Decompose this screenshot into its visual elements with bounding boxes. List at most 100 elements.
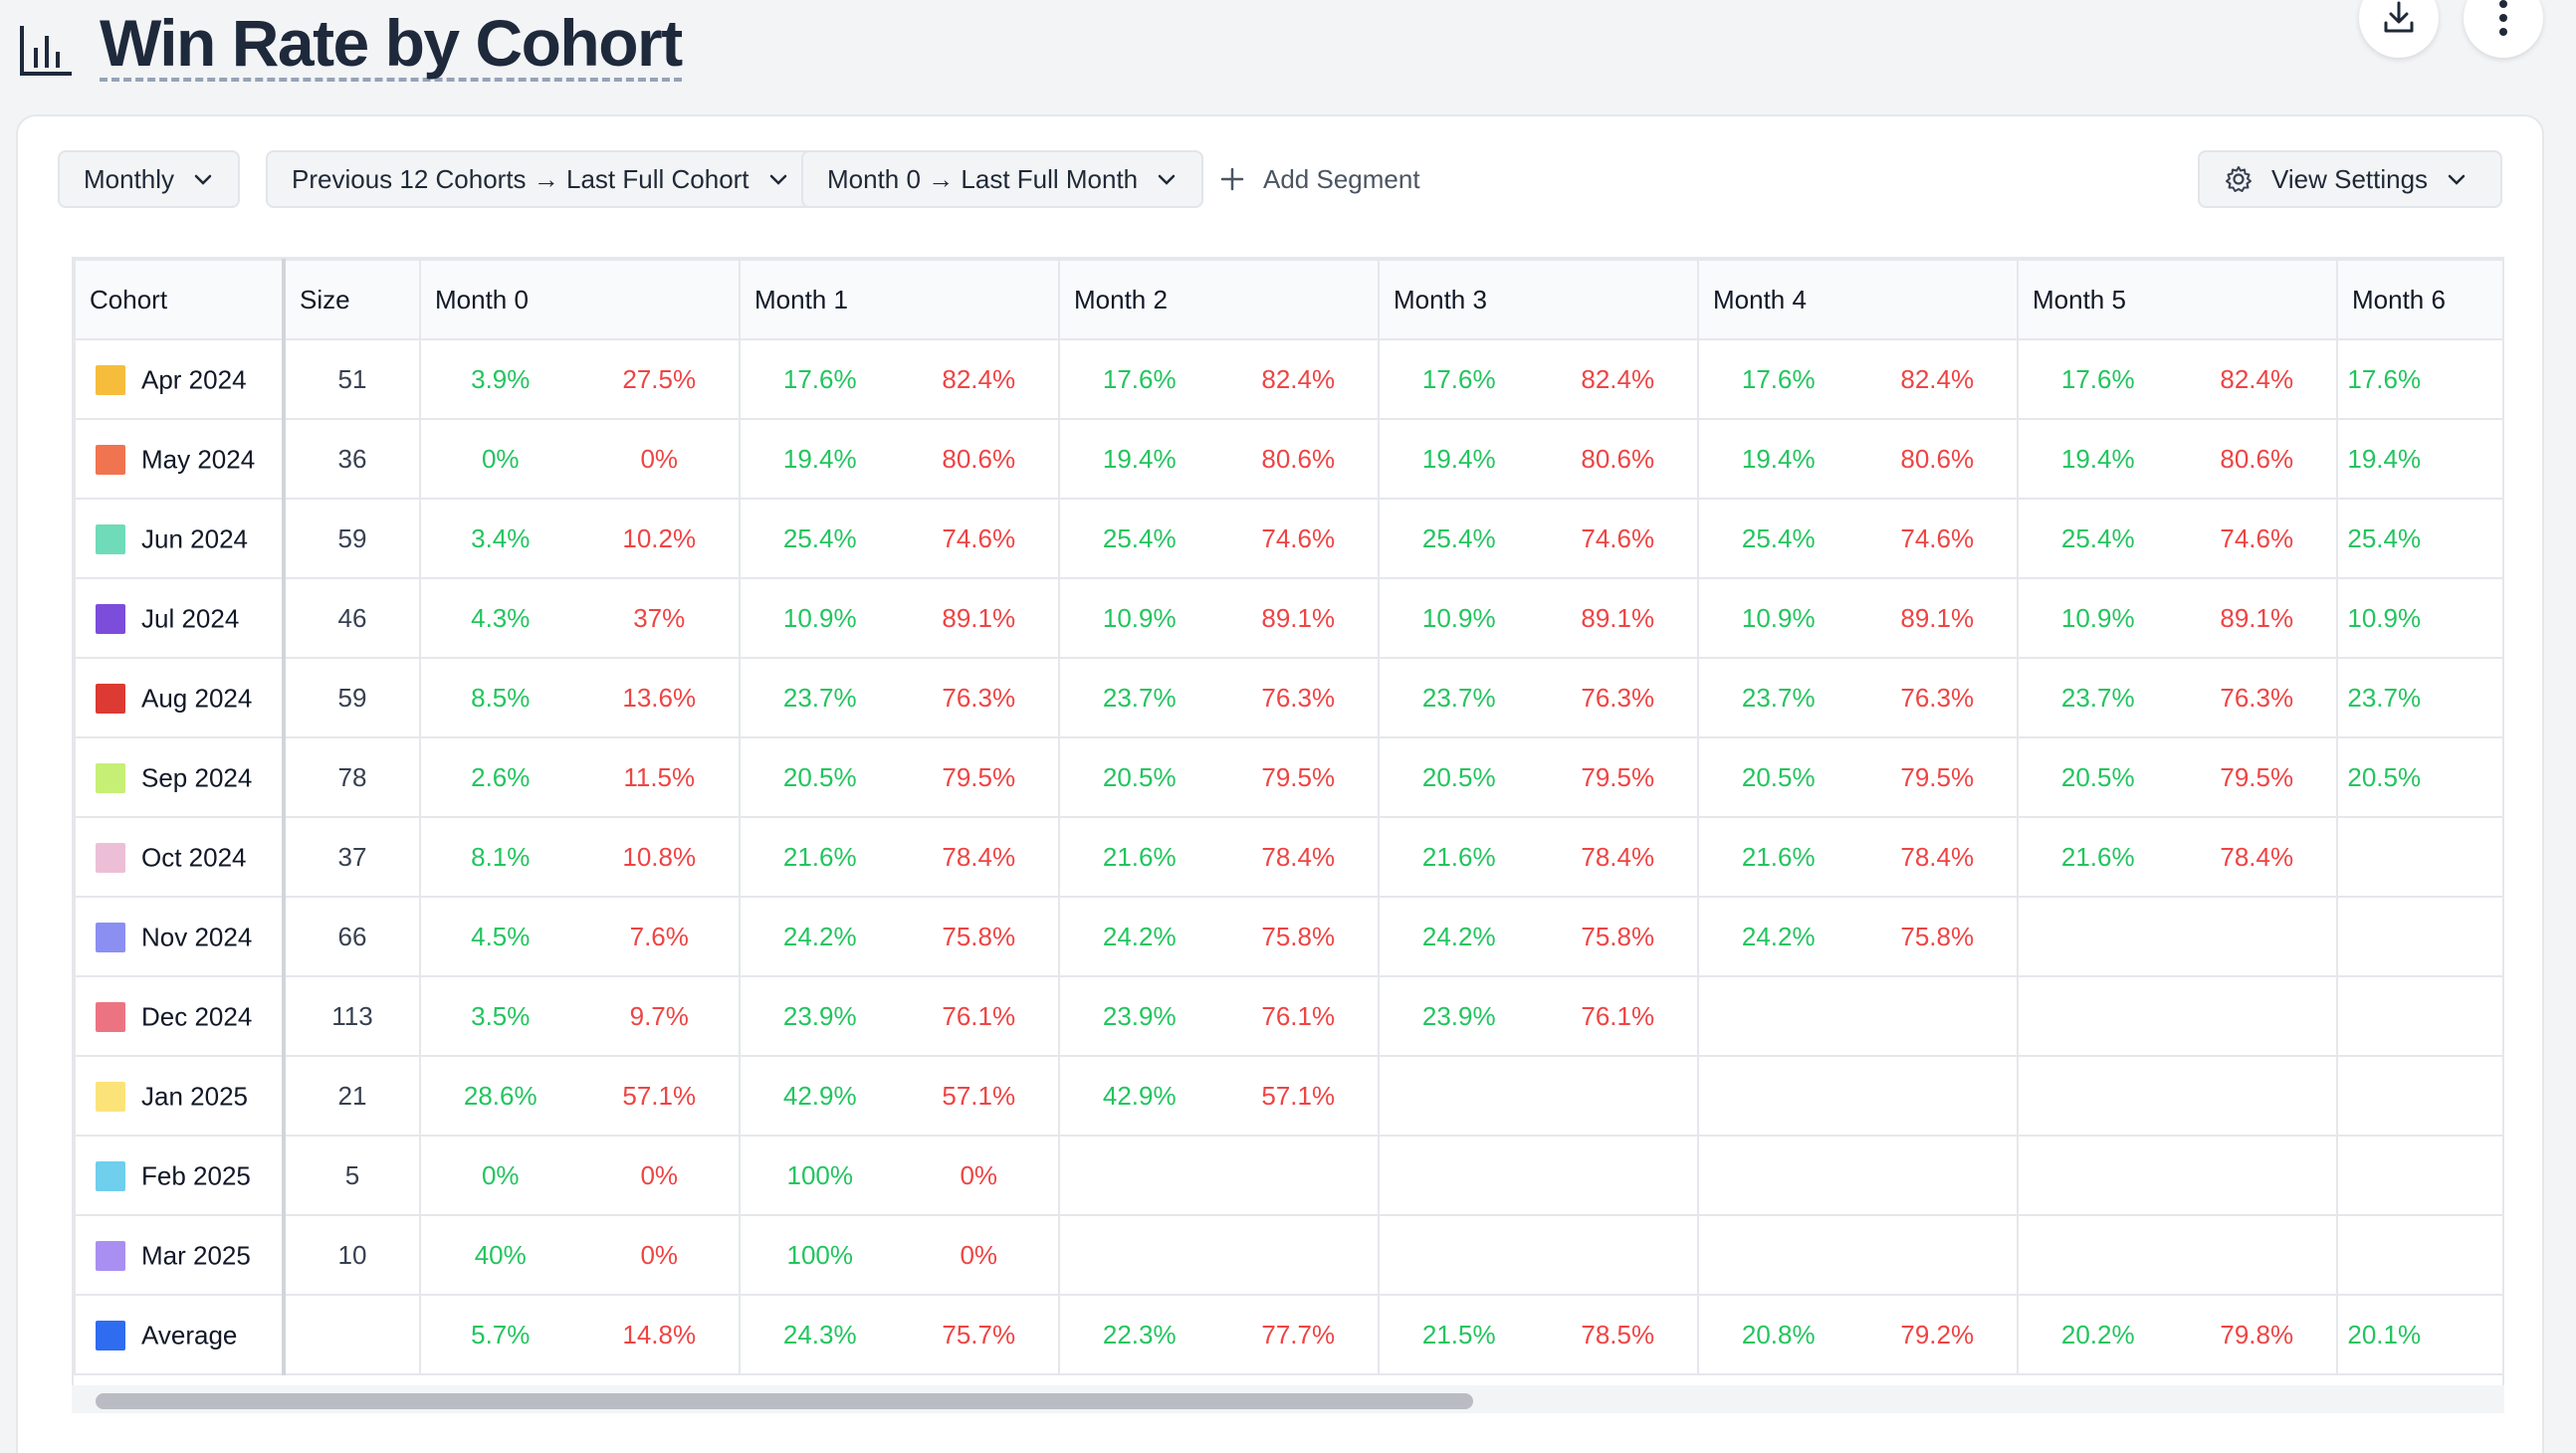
month-5-cell[interactable]: 19.4% 80.6% xyxy=(2017,418,2338,500)
month-5-cell[interactable] xyxy=(2017,1214,2338,1296)
month-4-cell[interactable]: 23.7% 76.3% xyxy=(1697,657,2019,738)
month-2-cell[interactable]: 22.3% 77.7% xyxy=(1058,1294,1380,1375)
month-4-cell[interactable]: 20.8% 79.2% xyxy=(1697,1294,2019,1375)
month-6-cell[interactable]: 23.7% xyxy=(2336,657,2502,738)
month-6-cell[interactable]: 10.9% xyxy=(2336,577,2502,659)
cohort-range-dropdown[interactable]: Previous 12 Cohorts → Last Full Cohort xyxy=(266,150,815,208)
month-3-cell[interactable]: 20.5% 79.5% xyxy=(1378,736,1699,818)
more-options-button[interactable] xyxy=(2464,0,2543,58)
month-0-cell[interactable]: 8.1% 10.8% xyxy=(419,816,741,898)
month-6-cell[interactable]: 20.1% xyxy=(2336,1294,2502,1375)
month-4-cell[interactable]: 10.9% 89.1% xyxy=(1697,577,2019,659)
month-4-cell[interactable]: 20.5% 79.5% xyxy=(1697,736,2019,818)
page-title[interactable]: Win Rate by Cohort xyxy=(100,6,683,82)
month-1-cell[interactable]: 23.7% 76.3% xyxy=(739,657,1060,738)
month-2-cell[interactable]: 20.5% 79.5% xyxy=(1058,736,1380,818)
month-6-cell[interactable]: 17.6% xyxy=(2336,338,2502,420)
month-5-cell[interactable] xyxy=(2017,896,2338,977)
month-0-cell[interactable]: 4.3% 37% xyxy=(419,577,741,659)
month-range-dropdown[interactable]: Month 0 → Last Full Month xyxy=(801,150,1204,208)
month-6-cell[interactable] xyxy=(2336,1135,2502,1216)
cohort-table-container[interactable]: Cohort Size Month 0 Month 1 Month 2 Mont… xyxy=(72,257,2504,1413)
month-2-cell[interactable] xyxy=(1058,1135,1380,1216)
month-1-cell[interactable]: 17.6% 82.4% xyxy=(739,338,1060,420)
month-0-cell[interactable]: 28.6% 57.1% xyxy=(419,1055,741,1137)
month-5-cell[interactable]: 23.7% 76.3% xyxy=(2017,657,2338,738)
month-1-cell[interactable]: 20.5% 79.5% xyxy=(739,736,1060,818)
month-2-cell[interactable]: 23.7% 76.3% xyxy=(1058,657,1380,738)
month-6-cell[interactable]: 19.4% xyxy=(2336,418,2502,500)
month-1-cell[interactable]: 19.4% 80.6% xyxy=(739,418,1060,500)
header-cohort[interactable]: Cohort xyxy=(74,259,285,340)
period-dropdown[interactable]: Monthly xyxy=(58,150,241,208)
month-5-cell[interactable]: 21.6% 78.4% xyxy=(2017,816,2338,898)
month-2-cell[interactable]: 24.2% 75.8% xyxy=(1058,896,1380,977)
month-1-cell[interactable]: 100% 0% xyxy=(739,1135,1060,1216)
view-settings-button[interactable]: View Settings xyxy=(2198,150,2502,208)
month-5-cell[interactable] xyxy=(2017,1055,2338,1137)
add-segment-button[interactable]: Add Segment xyxy=(1219,150,1420,208)
month-1-cell[interactable]: 24.3% 75.7% xyxy=(739,1294,1060,1375)
month-4-cell[interactable] xyxy=(1697,1135,2019,1216)
month-2-cell[interactable]: 25.4% 74.6% xyxy=(1058,498,1380,579)
month-2-cell[interactable]: 21.6% 78.4% xyxy=(1058,816,1380,898)
month-1-cell[interactable]: 21.6% 78.4% xyxy=(739,816,1060,898)
month-2-cell[interactable]: 23.9% 76.1% xyxy=(1058,975,1380,1057)
month-0-cell[interactable]: 3.5% 9.7% xyxy=(419,975,741,1057)
month-3-cell[interactable]: 21.5% 78.5% xyxy=(1378,1294,1699,1375)
month-0-cell[interactable]: 3.4% 10.2% xyxy=(419,498,741,579)
scrollbar-thumb[interactable] xyxy=(96,1393,1473,1409)
month-5-cell[interactable]: 10.9% 89.1% xyxy=(2017,577,2338,659)
month-6-cell[interactable] xyxy=(2336,1214,2502,1296)
month-4-cell[interactable]: 19.4% 80.6% xyxy=(1697,418,2019,500)
month-1-cell[interactable]: 42.9% 57.1% xyxy=(739,1055,1060,1137)
month-0-cell[interactable]: 0% 0% xyxy=(419,418,741,500)
month-4-cell[interactable] xyxy=(1697,975,2019,1057)
month-5-cell[interactable] xyxy=(2017,975,2338,1057)
month-0-cell[interactable]: 5.7% 14.8% xyxy=(419,1294,741,1375)
month-2-cell[interactable]: 42.9% 57.1% xyxy=(1058,1055,1380,1137)
month-4-cell[interactable] xyxy=(1697,1214,2019,1296)
month-4-cell[interactable]: 25.4% 74.6% xyxy=(1697,498,2019,579)
month-5-cell[interactable]: 20.5% 79.5% xyxy=(2017,736,2338,818)
month-3-cell[interactable] xyxy=(1378,1135,1699,1216)
month-1-cell[interactable]: 10.9% 89.1% xyxy=(739,577,1060,659)
header-month-6[interactable]: Month 6 xyxy=(2336,259,2502,340)
horizontal-scrollbar[interactable] xyxy=(72,1385,2504,1413)
month-5-cell[interactable] xyxy=(2017,1135,2338,1216)
month-2-cell[interactable] xyxy=(1058,1214,1380,1296)
month-2-cell[interactable]: 19.4% 80.6% xyxy=(1058,418,1380,500)
month-3-cell[interactable]: 19.4% 80.6% xyxy=(1378,418,1699,500)
month-4-cell[interactable]: 21.6% 78.4% xyxy=(1697,816,2019,898)
month-6-cell[interactable]: 25.4% xyxy=(2336,498,2502,579)
header-size[interactable]: Size xyxy=(282,259,421,340)
month-3-cell[interactable]: 23.9% 76.1% xyxy=(1378,975,1699,1057)
month-6-cell[interactable]: 20.5% xyxy=(2336,736,2502,818)
month-0-cell[interactable]: 3.9% 27.5% xyxy=(419,338,741,420)
header-month-4[interactable]: Month 4 xyxy=(1697,259,2019,340)
month-3-cell[interactable] xyxy=(1378,1214,1699,1296)
month-4-cell[interactable] xyxy=(1697,1055,2019,1137)
month-3-cell[interactable]: 25.4% 74.6% xyxy=(1378,498,1699,579)
month-4-cell[interactable]: 24.2% 75.8% xyxy=(1697,896,2019,977)
month-5-cell[interactable]: 17.6% 82.4% xyxy=(2017,338,2338,420)
month-3-cell[interactable]: 21.6% 78.4% xyxy=(1378,816,1699,898)
month-3-cell[interactable] xyxy=(1378,1055,1699,1137)
month-3-cell[interactable]: 10.9% 89.1% xyxy=(1378,577,1699,659)
header-month-1[interactable]: Month 1 xyxy=(739,259,1060,340)
header-month-3[interactable]: Month 3 xyxy=(1378,259,1699,340)
month-1-cell[interactable]: 100% 0% xyxy=(739,1214,1060,1296)
month-0-cell[interactable]: 40% 0% xyxy=(419,1214,741,1296)
month-5-cell[interactable]: 20.2% 79.8% xyxy=(2017,1294,2338,1375)
month-6-cell[interactable] xyxy=(2336,816,2502,898)
month-3-cell[interactable]: 17.6% 82.4% xyxy=(1378,338,1699,420)
header-month-5[interactable]: Month 5 xyxy=(2017,259,2338,340)
header-month-2[interactable]: Month 2 xyxy=(1058,259,1380,340)
month-3-cell[interactable]: 23.7% 76.3% xyxy=(1378,657,1699,738)
download-button[interactable] xyxy=(2359,0,2439,58)
month-0-cell[interactable]: 2.6% 11.5% xyxy=(419,736,741,818)
month-6-cell[interactable] xyxy=(2336,975,2502,1057)
month-0-cell[interactable]: 8.5% 13.6% xyxy=(419,657,741,738)
month-2-cell[interactable]: 17.6% 82.4% xyxy=(1058,338,1380,420)
month-4-cell[interactable]: 17.6% 82.4% xyxy=(1697,338,2019,420)
